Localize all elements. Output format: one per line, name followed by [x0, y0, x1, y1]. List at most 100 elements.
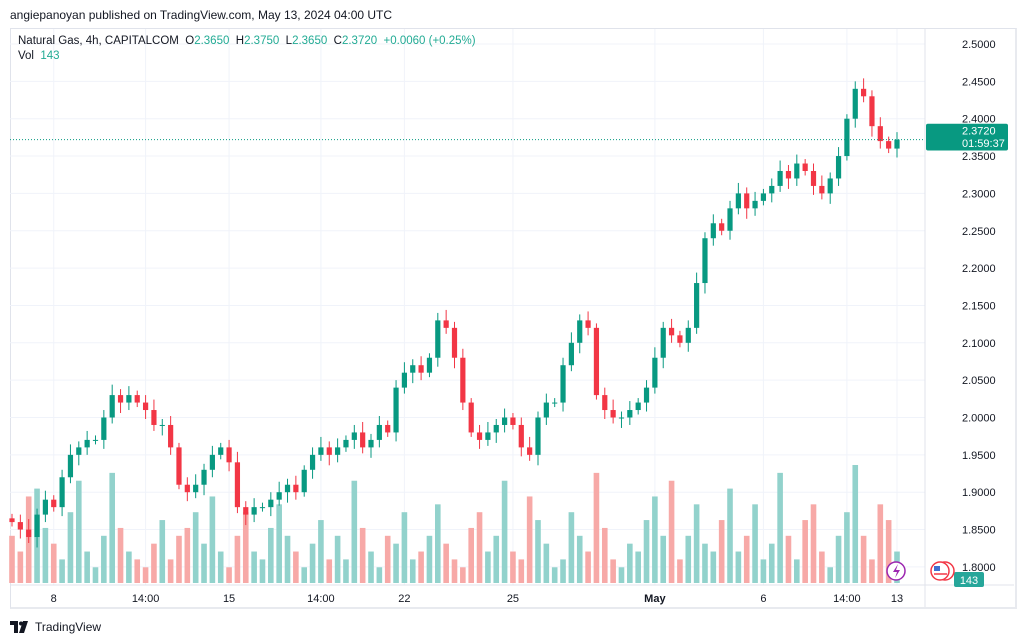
- volume-bar: [727, 488, 733, 583]
- tradingview-logo: TradingView: [10, 620, 101, 634]
- candle-body: [418, 365, 424, 373]
- volume-bar: [309, 543, 316, 583]
- volume-bar: [827, 567, 834, 583]
- volume-bar: [652, 496, 658, 583]
- y-tick-label: 1.8000: [962, 562, 996, 574]
- volume-bar: [869, 559, 875, 583]
- y-tick-label: 1.9000: [962, 487, 996, 499]
- candle-body: [510, 417, 516, 425]
- vol-label: Vol: [18, 50, 34, 62]
- volume-bar: [326, 559, 333, 583]
- candle-body: [259, 507, 266, 509]
- candle-body: [109, 395, 115, 418]
- candle-body: [284, 484, 291, 493]
- candle-body: [368, 439, 374, 448]
- volume-bar: [59, 559, 65, 583]
- candle-body: [501, 417, 508, 425]
- volume-bar: [268, 527, 274, 583]
- volume-bar: [126, 551, 132, 583]
- y-tick-label: 2.4000: [962, 114, 996, 126]
- candle-body: [309, 454, 316, 470]
- y-tick-label: 2.2500: [962, 226, 996, 238]
- open-label: O: [185, 35, 195, 47]
- volume-bar: [601, 527, 608, 583]
- volume-bar: [109, 472, 115, 583]
- chart-legend: Natural Gas, 4h, CAPITALCOM O2.3650 H2.3…: [18, 34, 476, 64]
- candle-body: [535, 417, 541, 455]
- volume-bar: [551, 567, 558, 583]
- candle-body: [184, 484, 190, 493]
- volume-bar: [343, 559, 349, 583]
- x-tick-label: 6: [760, 593, 766, 605]
- candle-body: [142, 402, 149, 411]
- volume-bar: [885, 520, 892, 583]
- x-tick-label: 14:00: [307, 593, 335, 605]
- y-tick-label: 2.0500: [962, 375, 996, 387]
- candle-body: [59, 477, 65, 508]
- volume-bar: [610, 559, 616, 583]
- candle-body: [844, 118, 850, 157]
- x-tick-label: 14:00: [132, 593, 160, 605]
- volume-bar: [184, 527, 191, 583]
- volume-bar: [226, 567, 232, 583]
- candle-body: [802, 163, 808, 171]
- volume-bar: [760, 559, 767, 583]
- close-value: 2.3720: [341, 35, 378, 47]
- candle-body: [42, 499, 48, 515]
- volume-bar: [167, 559, 174, 583]
- volume-bar: [351, 480, 358, 583]
- volume-bar: [284, 535, 291, 583]
- y-tick-label: 1.9500: [962, 450, 996, 462]
- chart-frame[interactable]: [10, 28, 1017, 609]
- candle-body: [218, 447, 224, 455]
- volume-bar: [393, 543, 399, 583]
- volume-bar: [785, 535, 792, 583]
- candle-body: [835, 156, 842, 179]
- candle-body: [17, 522, 23, 530]
- volume-bar: [460, 567, 466, 583]
- symbol-label[interactable]: Natural Gas, 4h, CAPITALCOM: [18, 35, 179, 47]
- volume-bar: [668, 480, 675, 583]
- volume-bar: [627, 543, 633, 583]
- candle-body: [627, 410, 633, 418]
- volume-bar: [92, 567, 99, 583]
- volume-bar: [468, 527, 474, 583]
- price-tag-value: 2.3720: [962, 126, 996, 138]
- x-tick-label: 15: [223, 593, 235, 605]
- candle-body: [518, 424, 524, 448]
- volume-bar: [768, 543, 775, 583]
- volume-bar: [777, 472, 783, 583]
- publish-info: angiepanoyan published on TradingView.co…: [10, 8, 393, 22]
- candle-body: [877, 126, 883, 142]
- candle-body: [485, 432, 491, 440]
- volume-bar: [209, 496, 216, 583]
- y-tick-label: 1.8500: [962, 525, 996, 537]
- candle-body: [134, 395, 140, 403]
- price-tag-countdown: 01:59:37: [962, 138, 1005, 150]
- volume-bar: [860, 535, 867, 583]
- volume-bar: [134, 559, 141, 583]
- volume-tag: [954, 572, 984, 587]
- candle-body: [610, 410, 616, 418]
- volume-bar: [677, 559, 683, 583]
- candle-body: [852, 88, 858, 119]
- volume-bar: [276, 504, 282, 583]
- candle-body: [126, 395, 132, 403]
- volume-bar: [693, 504, 700, 583]
- volume-bar: [301, 567, 308, 583]
- candle-body: [351, 432, 357, 440]
- volume-bar: [426, 535, 433, 583]
- candle-body: [193, 484, 199, 493]
- x-tick-label: May: [644, 593, 666, 605]
- high-label: H: [235, 35, 245, 47]
- volume-bar: [293, 551, 299, 583]
- x-tick-label: 22: [398, 593, 410, 605]
- volume-bar: [752, 504, 758, 583]
- candle-body: [76, 447, 82, 455]
- candle-body: [493, 424, 499, 433]
- volume-bar: [384, 535, 391, 583]
- volume-bar: [359, 527, 366, 583]
- volume-bar: [75, 480, 82, 583]
- volume-bar: [259, 559, 266, 583]
